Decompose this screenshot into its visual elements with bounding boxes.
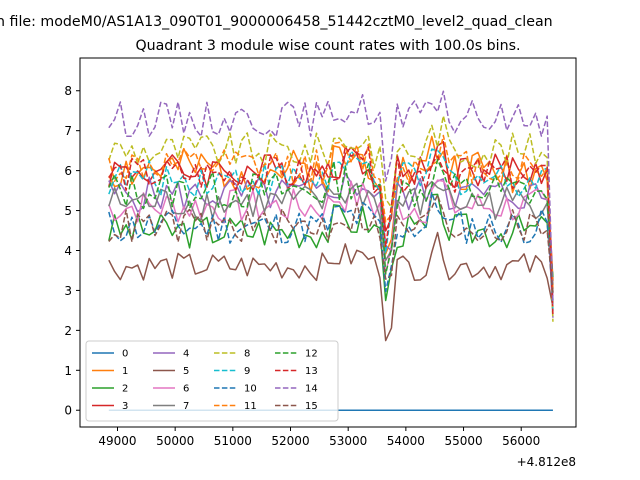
- x-tick-label: 49000: [98, 434, 136, 448]
- legend-label: 8: [244, 349, 250, 360]
- legend-label: 11: [244, 401, 257, 412]
- y-tick-label: 6: [64, 164, 72, 178]
- x-tick-label: 51000: [214, 434, 252, 448]
- legend-label: 1: [122, 366, 128, 377]
- x-axis: 49000 50000 51000 52000 53000 54000 55000 56000: [98, 427, 540, 448]
- x-tick-label: 52000: [271, 434, 309, 448]
- legend-label: 13: [305, 366, 318, 377]
- series-line-11: [108, 134, 554, 289]
- legend-box: [85, 340, 339, 422]
- y-tick-label: 0: [64, 404, 72, 418]
- legend-label: 3: [122, 401, 128, 412]
- legend-label: 6: [183, 384, 189, 395]
- x-tick-label: 56000: [502, 434, 540, 448]
- x-tick-label: 54000: [387, 434, 425, 448]
- legend-label: 4: [183, 349, 189, 360]
- figure-suptitle: n file: modeM0/AS1A13_090T01_9000006458_…: [0, 14, 553, 30]
- legend-label: 2: [122, 384, 128, 395]
- series-line-2: [108, 193, 554, 302]
- x-offset-label: +4.812e8: [517, 455, 576, 469]
- series-layer: [108, 90, 554, 411]
- series-line-13: [108, 146, 554, 315]
- legend-label: 14: [305, 384, 318, 395]
- x-tick-label: 50000: [156, 434, 194, 448]
- y-tick-label: 3: [64, 284, 72, 298]
- chart-title: Quadrant 3 module wise count rates with …: [135, 38, 520, 54]
- series-line-15: [108, 194, 554, 293]
- legend-label: 10: [244, 384, 257, 395]
- x-tick-label: 55000: [444, 434, 482, 448]
- plot-frame: [79, 57, 577, 428]
- series-line-7: [108, 180, 554, 285]
- legend-label: 7: [183, 401, 189, 412]
- series-line-4: [108, 172, 554, 318]
- legend-label: 9: [244, 366, 250, 377]
- y-tick-label: 4: [64, 244, 72, 258]
- series-line-10: [108, 192, 554, 300]
- legend-label: 15: [305, 401, 318, 412]
- series-line-8: [108, 115, 554, 322]
- legend-label: 12: [305, 349, 318, 360]
- series-line-5: [108, 231, 554, 342]
- y-axis: 0 1 2 3 4 5 6 7 8: [64, 84, 80, 418]
- series-line-14: [108, 90, 554, 304]
- x-tick-label: 53000: [329, 434, 367, 448]
- y-tick-label: 8: [64, 84, 72, 98]
- y-tick-label: 2: [64, 324, 72, 338]
- y-tick-label: 5: [64, 204, 72, 218]
- legend-label: 5: [183, 366, 189, 377]
- y-tick-label: 7: [64, 124, 72, 138]
- legend-label: 0: [122, 349, 128, 360]
- y-tick-label: 1: [64, 364, 72, 378]
